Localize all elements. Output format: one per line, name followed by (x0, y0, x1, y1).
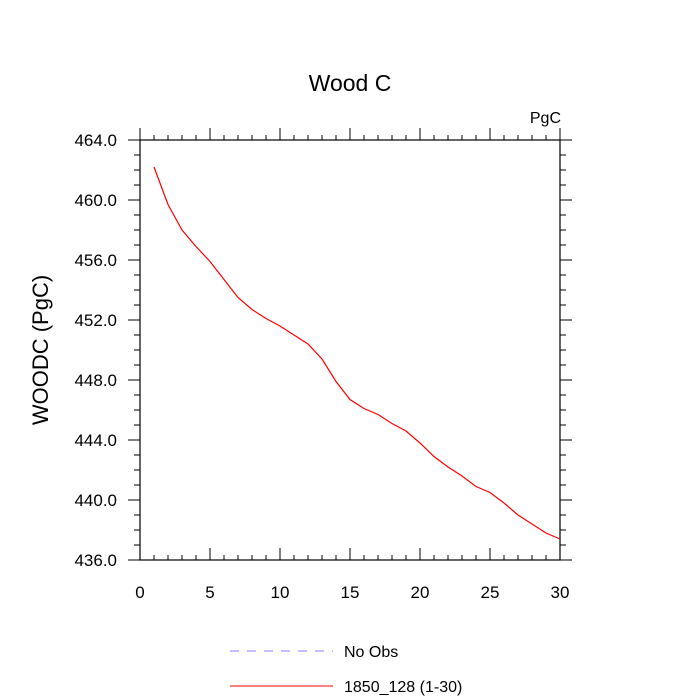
y-tick-label: 464.0 (74, 131, 117, 150)
y-tick-label: 444.0 (74, 431, 117, 450)
tick-labels-layer: 0 5 10 15 20 25 30 436.0 440.0 444.0 448.0 452.0 456… (74, 131, 569, 602)
units-label: PgC (530, 110, 561, 127)
y-tick-label: 456.0 (74, 251, 117, 270)
x-tick-label: 15 (341, 583, 360, 602)
legend-label-no-obs: No Obs (344, 644, 398, 661)
x-tick-label: 5 (205, 583, 214, 602)
series-layer (153, 166, 561, 540)
y-tick-label: 448.0 (74, 371, 117, 390)
x-tick-label: 30 (551, 583, 570, 602)
y-tick-label: 436.0 (74, 551, 117, 570)
y-tick-label: 460.0 (74, 191, 117, 210)
chart-title: Wood C (309, 70, 392, 96)
legend-label-1850-128: 1850_128 (1-30) (344, 679, 462, 696)
y-axis-label: WOODC (PgC) (28, 275, 53, 425)
x-tick-label: 10 (271, 583, 290, 602)
series-line-1 (153, 166, 561, 540)
x-tick-label: 0 (135, 583, 144, 602)
x-tick-label: 25 (481, 583, 500, 602)
legend: No Obs 1850_128 (1-30) (230, 644, 462, 696)
y-tick-label: 440.0 (74, 491, 117, 510)
ticks-layer (128, 128, 572, 561)
y-tick-label: 452.0 (74, 311, 117, 330)
x-tick-label: 20 (411, 583, 430, 602)
